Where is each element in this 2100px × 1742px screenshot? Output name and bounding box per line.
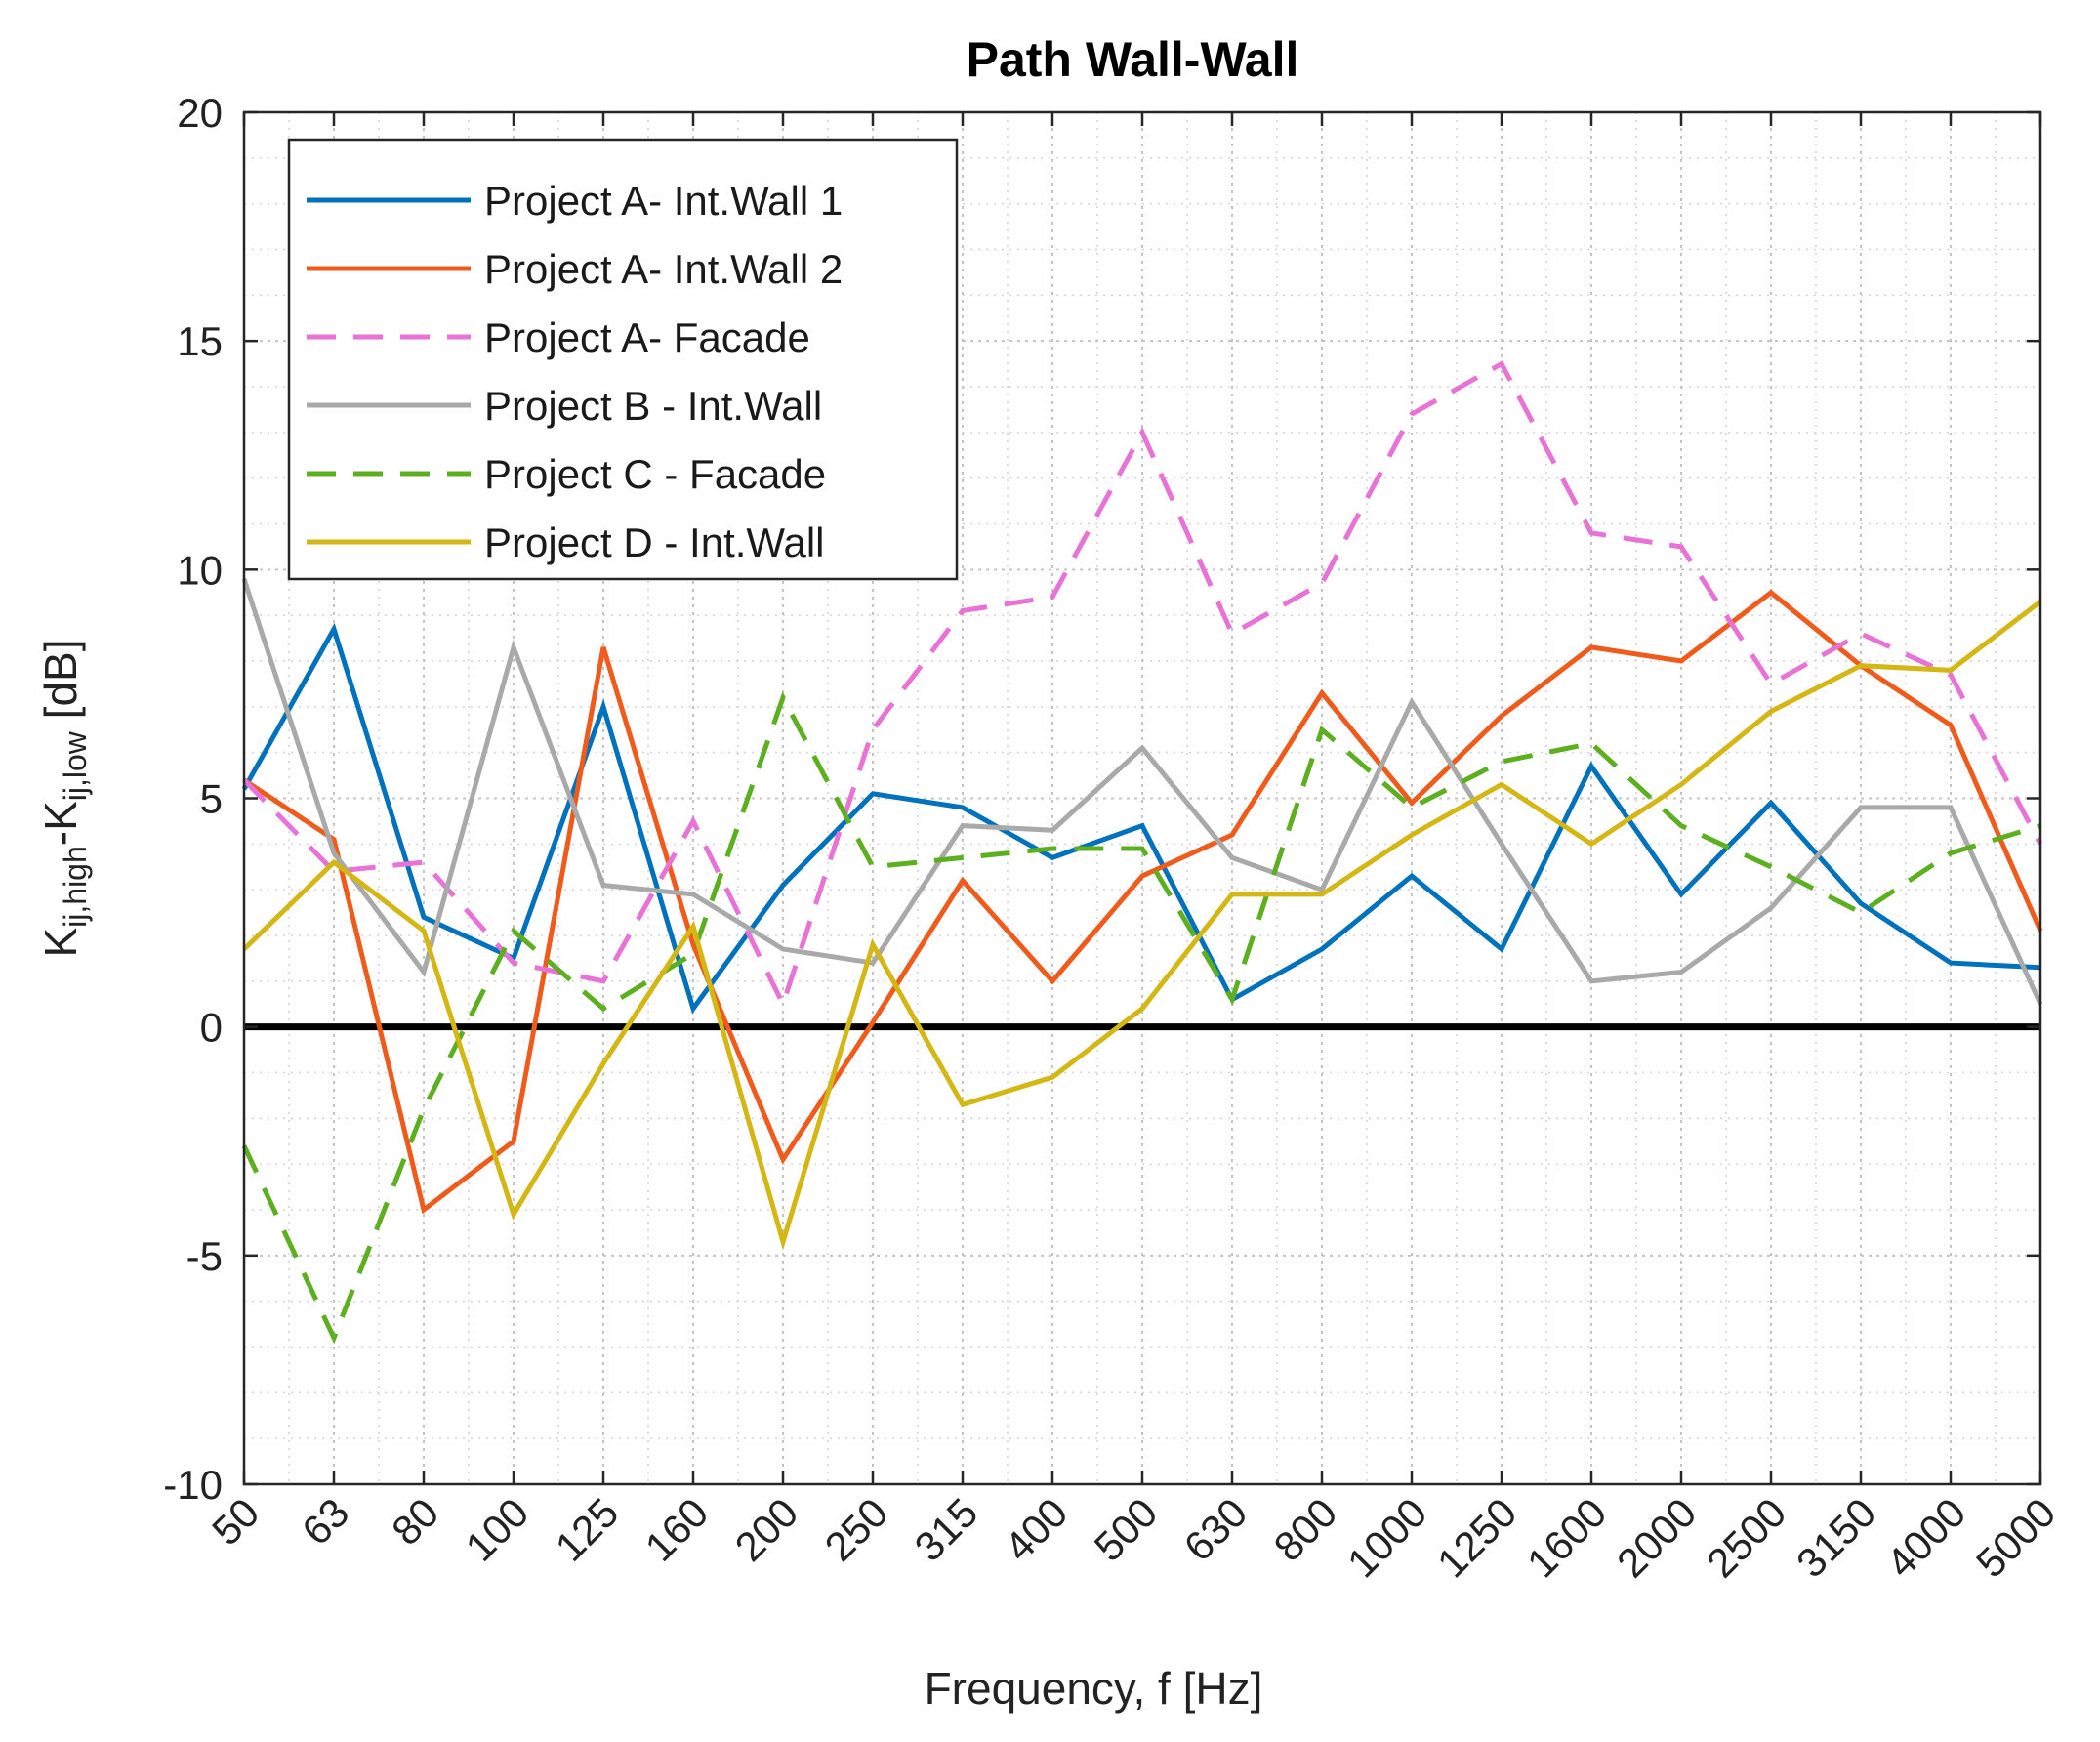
x-axis-label: Frequency, f [Hz] bbox=[925, 1663, 1263, 1714]
y-axis-ticks: -10 -5 0 5 10 15 20 bbox=[163, 90, 2040, 1508]
y-tick-label: -10 bbox=[163, 1462, 223, 1508]
legend-label-1: Project A- Int.Wall 1 bbox=[484, 178, 843, 224]
y-label-subscript: ij,high bbox=[58, 846, 93, 928]
series-line-6 bbox=[242, 600, 2042, 1251]
series-line-3 bbox=[242, 360, 2043, 1011]
y-tick-label: 0 bbox=[200, 1005, 223, 1051]
y-label-part: [dB] bbox=[35, 639, 86, 731]
y-label-part: -K bbox=[35, 801, 86, 846]
legend-label-4: Project B - Int.Wall bbox=[484, 383, 822, 429]
legend-label-5: Project C - Facade bbox=[484, 451, 826, 497]
series-line-4 bbox=[241, 577, 2043, 1006]
y-tick-label: 20 bbox=[177, 90, 223, 136]
series-line-1 bbox=[241, 622, 2041, 1015]
y-tick-label: 10 bbox=[177, 547, 223, 593]
y-label-subscript: ij,low bbox=[58, 730, 93, 801]
legend: Project A- Int.Wall 1 Project A- Int.Wall… bbox=[287, 138, 959, 581]
y-tick-label: 15 bbox=[177, 318, 223, 364]
y-tick-label: 5 bbox=[200, 776, 223, 822]
series-layer bbox=[241, 360, 2043, 1345]
legend-label-3: Project A- Facade bbox=[484, 314, 810, 360]
chart-title: Path Wall-Wall bbox=[967, 32, 1299, 87]
y-tick-label: -5 bbox=[186, 1233, 223, 1279]
legend-label-6: Project D - Int.Wall bbox=[484, 519, 825, 565]
y-axis-label: Kij,high-Kij,low [dB] bbox=[35, 639, 93, 957]
legend-label-2: Project A- Int.Wall 2 bbox=[484, 246, 843, 292]
legend-box bbox=[287, 138, 959, 581]
series-line-2 bbox=[242, 589, 2043, 1215]
y-label-part: K bbox=[35, 928, 86, 958]
series-line-5 bbox=[241, 691, 2041, 1345]
